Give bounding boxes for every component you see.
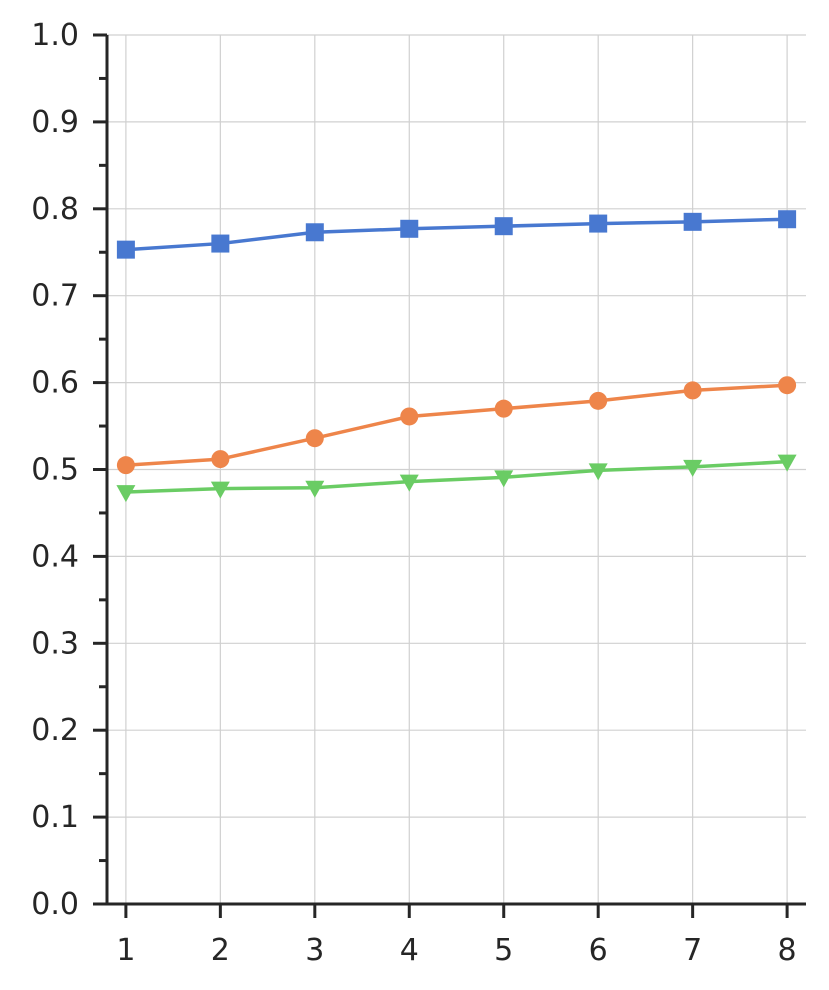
y-tick-label: 0.2 [31,713,79,748]
y-tick-label: 0.5 [31,453,79,488]
series-3-line [124,459,789,494]
series-1-point-8 [778,210,797,229]
series-3-point-5 [494,470,514,488]
series-1-point-1 [116,240,135,259]
series-3-point-2 [210,481,230,499]
x-tick-label: 8 [778,933,797,968]
series-2 [116,376,797,475]
series-3-point-3 [305,480,325,498]
x-tick-label: 6 [589,933,608,968]
series-1-line [124,217,789,252]
series-3-point-6 [588,463,608,481]
x-tick-label: 4 [400,933,419,968]
series-1 [116,210,797,259]
series-1-point-4 [400,219,419,238]
series-3-point-7 [683,459,703,477]
y-tick-label: 0.3 [31,626,79,661]
series-group [116,210,797,503]
x-tick-label: 3 [305,933,324,968]
y-tick-label: 0.0 [31,887,79,922]
series-3-point-8 [777,454,797,472]
x-tick-label: 2 [211,933,230,968]
series-1-point-2 [211,234,230,253]
y-tick-label: 0.4 [31,539,79,574]
y-tick-label: 0.7 [31,279,79,314]
x-tick-label: 5 [494,933,513,968]
series-2-point-3 [305,429,324,448]
y-tick-label: 0.9 [31,105,79,140]
series-1-point-6 [589,214,608,233]
series-2-point-5 [494,399,513,418]
y-tick-label: 0.1 [31,800,79,835]
series-1-point-5 [494,217,513,236]
series-2-point-2 [211,450,230,469]
series-3-point-1 [116,485,136,503]
x-tick-label: 1 [116,933,135,968]
series-1-point-7 [683,212,702,231]
y-tick-label: 0.6 [31,366,79,401]
series-3-point-4 [399,474,419,492]
series-2-point-7 [683,381,702,400]
series-2-point-8 [778,376,797,395]
series-2-point-4 [400,407,419,426]
series-2-line [124,383,789,467]
series-1-point-3 [305,223,324,242]
tick-labels: 0.0 0.1 0.2 0.3 0.4 0.5 0.6 0.7 0.8 0.9 1.0 1 2 3 4 5 6 7… [31,18,796,968]
y-tick-label: 0.8 [31,192,79,227]
y-tick-label: 1.0 [31,18,79,53]
grid [107,34,806,905]
series-2-point-6 [589,391,608,410]
axes [93,33,806,918]
series-3 [116,454,797,503]
x-tick-label: 7 [683,933,702,968]
series-2-point-1 [116,456,135,475]
